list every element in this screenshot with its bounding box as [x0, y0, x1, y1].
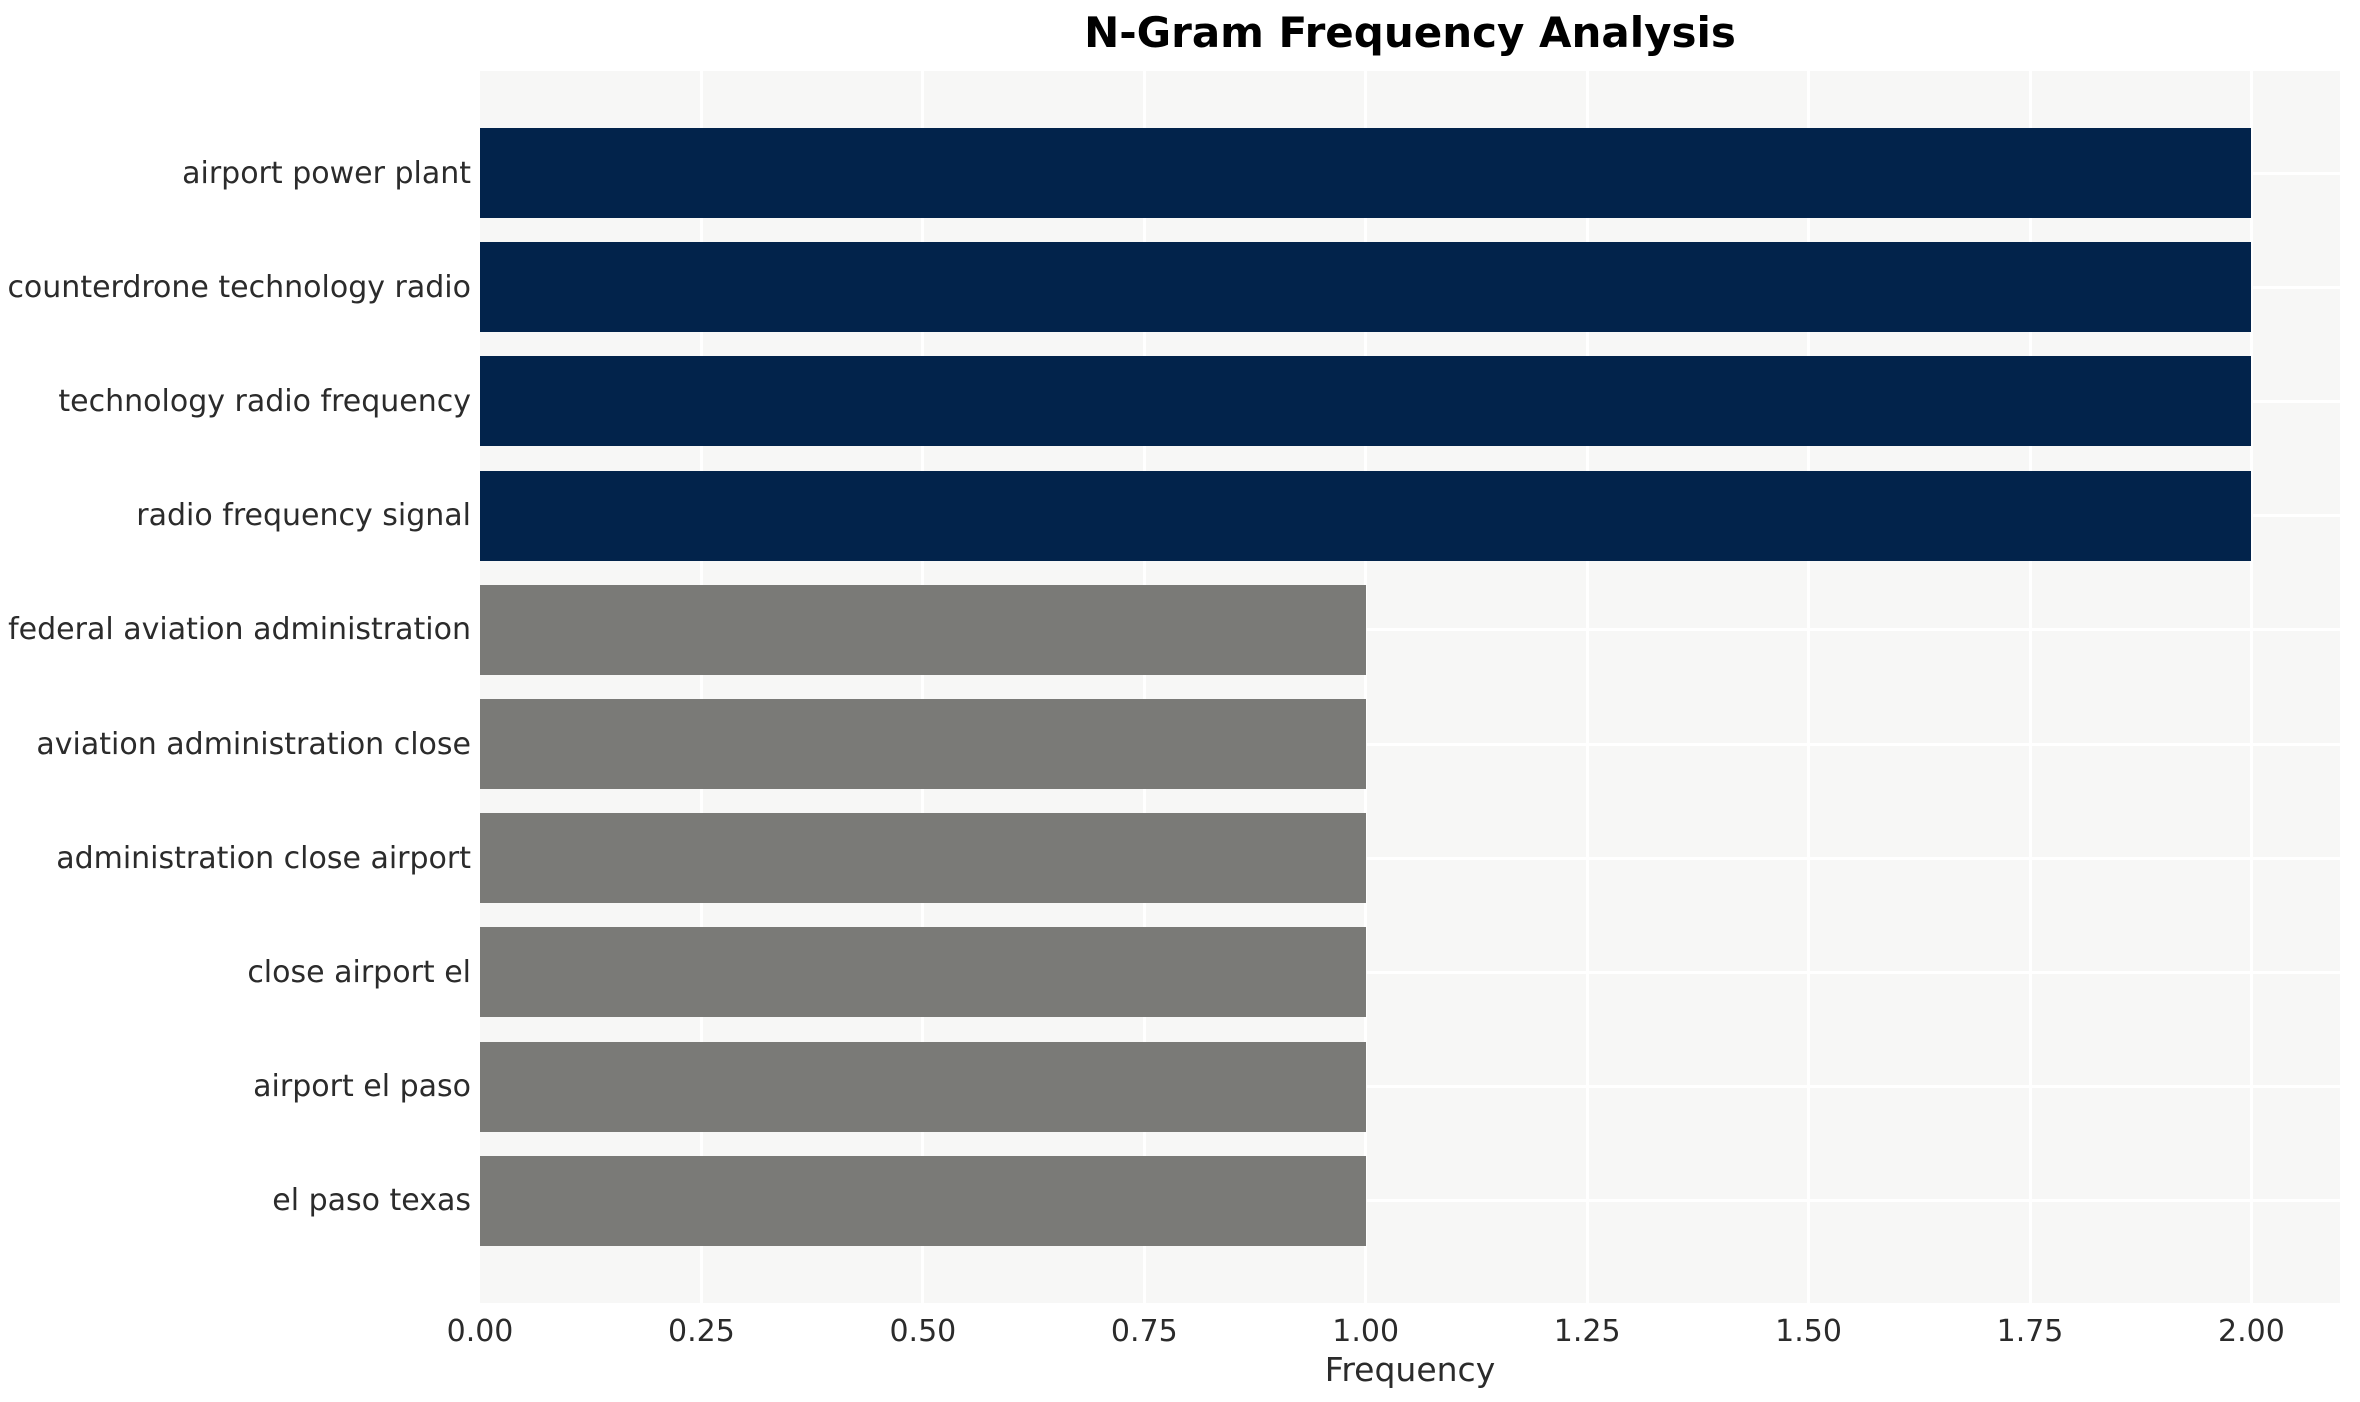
bar — [480, 927, 1366, 1018]
bar-row — [480, 573, 2340, 687]
y-tick-label: el paso texas — [272, 1183, 471, 1219]
bar — [480, 813, 1366, 904]
x-tick-label: 0.00 — [446, 1314, 514, 1349]
bar-row — [480, 344, 2340, 458]
chart-title: N-Gram Frequency Analysis — [1084, 8, 1736, 57]
h-gridline — [480, 970, 2340, 974]
bar-row — [480, 1144, 2340, 1258]
h-gridline — [480, 1085, 2340, 1089]
v-gridline — [1364, 71, 1368, 1303]
y-tick-label: technology radio frequency — [58, 383, 471, 419]
h-gridline — [480, 856, 2340, 860]
bar — [480, 470, 2252, 561]
x-tick-label: 2.00 — [2218, 1314, 2285, 1349]
bar-row — [480, 915, 2340, 1029]
y-tick-label: counterdrone technology radio — [7, 269, 471, 305]
y-tick-label: administration close airport — [56, 840, 471, 876]
plot-area — [480, 71, 2340, 1303]
bar — [480, 1155, 1366, 1246]
y-tick-label: airport power plant — [182, 155, 471, 191]
v-gridline — [699, 71, 703, 1303]
bar-row — [480, 459, 2340, 573]
bar — [480, 1041, 1366, 1132]
x-tick-label: 1.00 — [1332, 1314, 1400, 1349]
bar — [480, 584, 1366, 675]
v-gridline — [1142, 71, 1146, 1303]
h-gridline — [480, 1199, 2340, 1203]
y-tick-label: aviation administration close — [36, 726, 471, 762]
bar-row — [480, 1030, 2340, 1144]
bar-row — [480, 116, 2340, 230]
bar — [480, 699, 1366, 790]
bar — [480, 128, 2252, 219]
x-tick-label: 0.25 — [668, 1314, 735, 1349]
bar-row — [480, 230, 2340, 344]
v-gridline — [2028, 71, 2032, 1303]
x-axis-label: Frequency — [1324, 1350, 1496, 1389]
y-tick-label: radio frequency signal — [136, 498, 471, 534]
y-tick-label: federal aviation administration — [8, 612, 471, 648]
x-tick-label: 0.75 — [1110, 1314, 1178, 1349]
x-tick-label: 1.50 — [1775, 1314, 1842, 1349]
h-gridline — [480, 628, 2340, 632]
y-tick-label: airport el paso — [253, 1069, 471, 1105]
v-gridline — [1585, 71, 1589, 1303]
v-gridline — [1807, 71, 1811, 1303]
v-gridline — [2249, 71, 2253, 1303]
y-tick-label: close airport el — [247, 954, 471, 990]
bar-row — [480, 801, 2340, 915]
bar-row — [480, 687, 2340, 801]
y-axis-labels: airport power plant counterdrone technolo… — [0, 71, 471, 1303]
bar — [480, 242, 2252, 333]
h-gridline — [480, 742, 2340, 746]
x-tick-label: 1.25 — [1553, 1314, 1621, 1349]
bar — [480, 356, 2252, 447]
x-tick-label: 0.50 — [889, 1314, 957, 1349]
v-gridline — [921, 71, 925, 1303]
x-tick-label: 1.75 — [1996, 1314, 2064, 1349]
